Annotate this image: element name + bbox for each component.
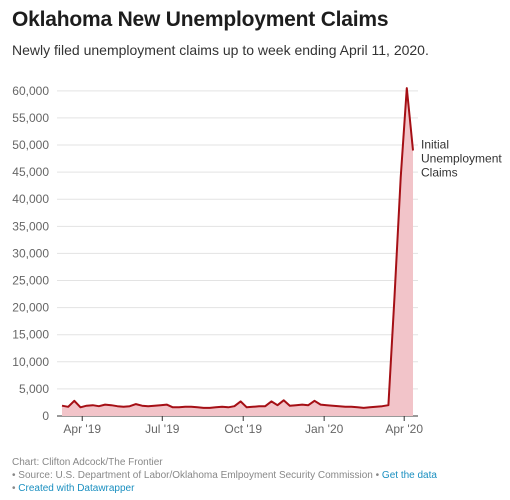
data-point [393, 295, 396, 298]
y-tick-label: 20,000 [12, 301, 49, 315]
data-point [104, 403, 107, 406]
data-point [276, 404, 279, 407]
data-point [307, 404, 310, 407]
data-point [313, 399, 316, 402]
x-tick-label: Oct '19 [224, 422, 262, 436]
chart-footer: Chart: Clifton Adcock/The Frontier • Sou… [12, 456, 437, 495]
data-point [221, 405, 224, 408]
datawrapper-link[interactable]: Created with Datawrapper [18, 483, 135, 494]
chart-svg: 0 5,000 10,000 15,000 20,000 25,000 30,000 35,0… [12, 84, 502, 436]
data-point [412, 149, 415, 152]
data-point [79, 406, 82, 409]
y-tick-label: 0 [42, 409, 49, 423]
y-tick-label: 30,000 [12, 246, 49, 260]
annotation-line: Claims [421, 165, 458, 179]
data-point [251, 405, 254, 408]
data-point [350, 405, 353, 408]
data-point [319, 403, 322, 406]
data-point [331, 404, 334, 407]
annotation-line: Unemployment [421, 151, 502, 165]
footer-source: • Source: U.S. Department of Labor/Oklah… [12, 469, 437, 482]
footer-created-bullet: • [12, 483, 19, 494]
data-point [282, 399, 285, 402]
y-tick-label: 5,000 [19, 382, 49, 396]
data-point [233, 405, 236, 408]
data-point [141, 404, 144, 407]
data-point [196, 406, 199, 409]
series-annotation: Initial Unemployment Claims [421, 137, 502, 179]
grid-lines [57, 90, 418, 417]
data-point [202, 406, 205, 409]
data-point [214, 406, 217, 409]
y-tick-label: 60,000 [12, 84, 49, 98]
data-point [264, 405, 267, 408]
data-point [375, 405, 378, 408]
data-point [338, 405, 341, 408]
chart-title: Oklahoma New Unemployment Claims [12, 8, 389, 31]
annotation-line: Initial [421, 137, 449, 151]
data-point [368, 406, 371, 409]
data-point [153, 404, 156, 407]
data-point [147, 405, 150, 408]
x-axis: Apr '19 Jul '19 Oct '19 Jan '20 Apr '20 [63, 416, 423, 436]
y-tick-label: 55,000 [12, 111, 49, 125]
x-tick-label: Apr '20 [385, 422, 423, 436]
data-point [97, 405, 100, 408]
series-line [61, 87, 414, 409]
data-point [134, 403, 137, 406]
data-point [325, 404, 328, 407]
data-point [270, 400, 273, 403]
y-tick-label: 25,000 [12, 274, 49, 288]
data-point [405, 87, 408, 90]
data-point [73, 399, 76, 402]
footer-credit: Chart: Clifton Adcock/The Frontier [12, 457, 163, 468]
y-tick-label: 35,000 [12, 219, 49, 233]
y-tick-label: 40,000 [12, 192, 49, 206]
data-point [227, 406, 230, 409]
data-point [159, 404, 162, 407]
data-point [61, 404, 64, 407]
y-tick-label: 10,000 [12, 355, 49, 369]
data-point [288, 404, 291, 407]
data-point [178, 406, 181, 409]
y-axis: 0 5,000 10,000 15,000 20,000 25,000 30,000 35,0… [12, 84, 49, 423]
x-tick-label: Jan '20 [305, 422, 344, 436]
data-point [387, 404, 390, 407]
series-area [62, 88, 413, 416]
y-tick-label: 15,000 [12, 328, 49, 342]
data-point [67, 405, 70, 408]
data-point [344, 405, 347, 408]
data-point [356, 406, 359, 409]
x-tick-label: Jul '19 [145, 422, 180, 436]
x-tick-label: Apr '19 [63, 422, 101, 436]
data-point [85, 404, 88, 407]
footer-source-text: • Source: U.S. Department of Labor/Oklah… [12, 470, 382, 481]
data-point [381, 405, 384, 408]
data-point [165, 403, 168, 406]
data-point [110, 404, 113, 407]
data-point [245, 406, 248, 409]
data-point [258, 405, 261, 408]
data-point [122, 405, 125, 408]
data-point [301, 403, 304, 406]
get-data-link[interactable]: Get the data [381, 470, 437, 481]
data-point [399, 176, 402, 179]
data-point [208, 406, 211, 409]
y-tick-label: 50,000 [12, 138, 49, 152]
data-point [128, 405, 131, 408]
data-point [239, 400, 242, 403]
footer-created: • Created with Datawrapper [12, 482, 437, 495]
data-point [184, 405, 187, 408]
y-tick-label: 45,000 [12, 165, 49, 179]
series-points [61, 87, 415, 410]
data-point [91, 404, 94, 407]
data-point [171, 406, 174, 409]
chart-subtitle: Newly filed unemployment claims up to we… [12, 42, 429, 58]
data-point [190, 405, 193, 408]
data-point [295, 404, 298, 407]
data-point [116, 405, 119, 408]
data-point [362, 406, 365, 409]
